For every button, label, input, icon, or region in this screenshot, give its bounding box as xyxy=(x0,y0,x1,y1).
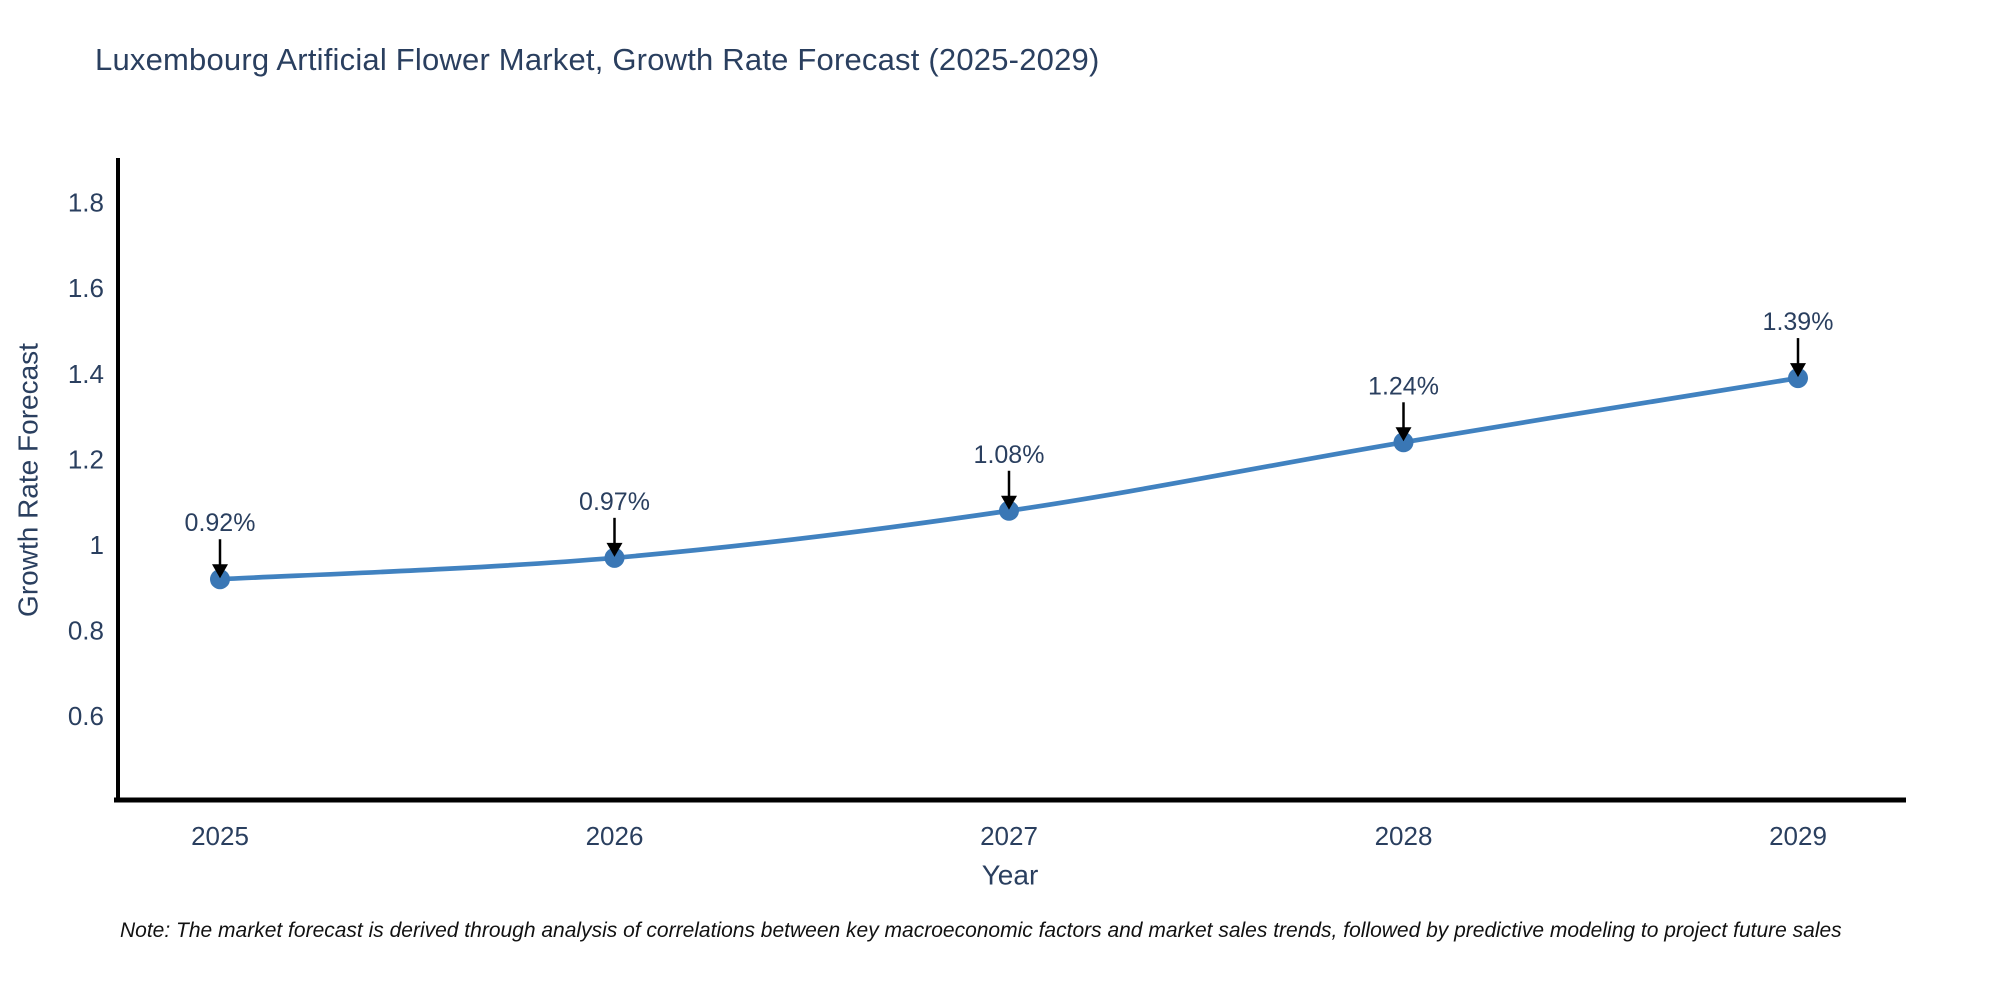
footnote: Note: The market forecast is derived thr… xyxy=(120,919,1842,942)
annotation-label: 1.39% xyxy=(1763,308,1834,336)
annotation-arrowhead xyxy=(606,542,623,557)
annotation-arrowhead xyxy=(1001,495,1017,510)
y-axis-title: Growth Rate Forecast xyxy=(13,343,44,617)
annotation-label: 1.24% xyxy=(1368,372,1439,400)
x-tick-label: 2026 xyxy=(586,821,644,851)
y-tick-label: 0.8 xyxy=(68,616,104,646)
y-tick-label: 1.4 xyxy=(68,359,104,389)
x-tick-label: 2027 xyxy=(980,821,1038,851)
x-tick-label: 2029 xyxy=(1769,821,1827,851)
data-point-marker[interactable] xyxy=(1393,432,1414,453)
annotation-label: 0.97% xyxy=(579,488,650,516)
x-axis-title: Year xyxy=(982,860,1039,891)
annotation-label: 1.08% xyxy=(974,441,1045,469)
plot-area: 1.8 1.6 1.4 1.2 1 0.8 0.6 2025 2026 2027 2028 2029 0… xyxy=(68,158,1906,851)
chart-title: Luxembourg Artificial Flower Market, Gro… xyxy=(95,42,1100,77)
x-tick-label: 2028 xyxy=(1375,821,1433,851)
data-point-marker[interactable] xyxy=(1788,368,1808,389)
y-tick-label: 1 xyxy=(90,530,104,560)
y-tick-label: 1.2 xyxy=(68,444,104,474)
annotation-label: 0.92% xyxy=(185,509,256,537)
data-point-marker[interactable] xyxy=(210,569,230,590)
annotation-arrowhead xyxy=(212,564,228,579)
annotation-arrowhead xyxy=(1790,363,1806,378)
data-point-marker[interactable] xyxy=(604,547,625,568)
data-point-marker[interactable] xyxy=(999,500,1019,521)
y-tick-label: 1.8 xyxy=(68,188,104,218)
y-tick-label: 0.6 xyxy=(68,701,104,731)
y-tick-label: 1.6 xyxy=(68,273,104,303)
x-tick-label: 2025 xyxy=(191,821,249,851)
annotation-arrowhead xyxy=(1395,427,1412,442)
